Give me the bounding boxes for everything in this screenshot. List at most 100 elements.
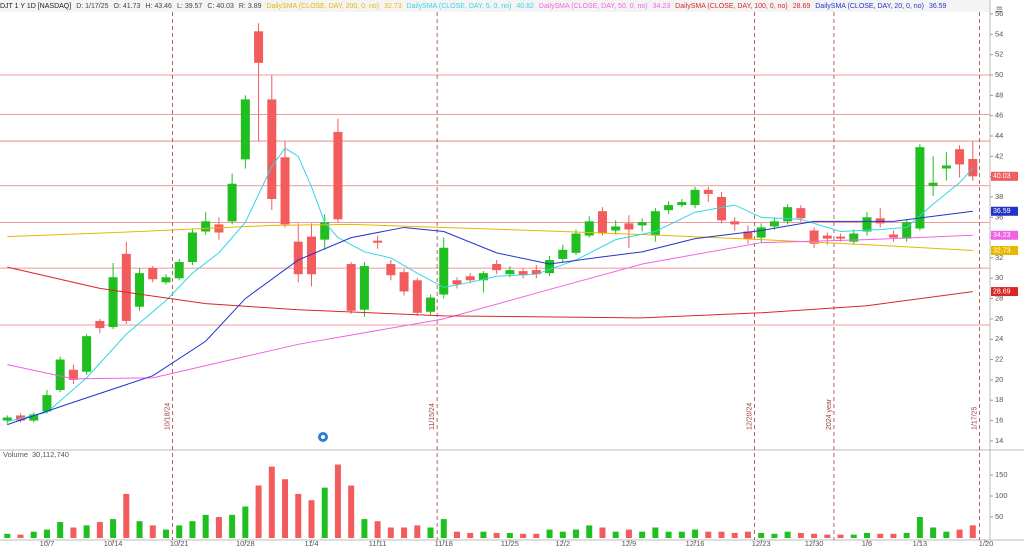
sma-line — [7, 147, 974, 423]
volume-bar — [189, 521, 196, 538]
x-tick-label: 11/11 — [369, 539, 387, 548]
x-tick-label: 11/18 — [435, 539, 453, 548]
price-tag-label: 36.59 — [993, 208, 1011, 215]
price-tag-label: 40.03 — [993, 173, 1011, 180]
volume-bar — [837, 534, 844, 538]
candle-body — [492, 264, 502, 271]
volume-bar — [176, 525, 183, 538]
candle-body — [531, 270, 541, 275]
volume-bar — [506, 532, 513, 538]
price-tag-label: 34.23 — [993, 232, 1011, 239]
volume-bar — [149, 525, 156, 538]
candle-body — [55, 359, 65, 391]
candle-body — [68, 369, 78, 380]
price-tag-label: 32.73 — [993, 247, 1011, 254]
x-tick-label: 12/16 — [686, 539, 705, 548]
study-value: 36.59 — [928, 2, 947, 10]
study-name: DailySMA (CLOSE, DAY, 5, 0, no) — [406, 2, 512, 10]
candle-body — [955, 149, 965, 165]
y-tick-label: 42 — [995, 151, 1003, 160]
quote-label: C: — [207, 2, 215, 10]
candle-body — [478, 273, 488, 281]
candle-body — [941, 165, 951, 169]
candle-body — [227, 183, 237, 222]
volume-bar — [295, 493, 302, 538]
candle-body — [214, 224, 224, 233]
candle-body — [902, 222, 912, 239]
x-tick-label: 12/23 — [752, 539, 771, 548]
y-tick-label: 16 — [995, 416, 1003, 425]
y-tick-label: 56 — [995, 9, 1003, 18]
quote-label: O: — [113, 2, 121, 10]
quote-value: 41.73 — [122, 2, 141, 10]
volume-bar — [943, 531, 950, 538]
x-tick-label: 10/21 — [170, 539, 189, 548]
candle-body — [584, 221, 594, 236]
candle-body — [783, 207, 793, 222]
volume-bar — [57, 522, 64, 538]
volume-bar — [96, 522, 103, 538]
volume-tick-label: 100 — [995, 491, 1008, 500]
y-tick-label: 54 — [995, 29, 1003, 38]
volume-bar — [811, 533, 818, 538]
quote-value: 40.03 — [216, 2, 234, 10]
volume-bar — [467, 532, 474, 538]
volume-bar — [758, 532, 765, 538]
volume-bar — [202, 514, 209, 538]
volume-bar — [718, 531, 725, 538]
sma-line — [7, 210, 973, 426]
candle-body — [597, 211, 607, 234]
volume-bar — [321, 487, 328, 538]
candle-body — [359, 266, 369, 310]
candle-body — [161, 277, 171, 283]
volume-bar — [797, 532, 804, 538]
candle-body — [187, 232, 197, 262]
volume-bar — [229, 514, 236, 538]
volume-bar — [652, 527, 659, 538]
symbol: DJT 1 Y 1D [NASDAQ] — [0, 2, 72, 10]
volume-bar — [890, 533, 897, 538]
x-tick-label: 12/9 — [622, 539, 637, 548]
y-tick-label: 22 — [995, 355, 1003, 364]
volume-bar — [308, 500, 315, 538]
candle-body — [386, 264, 396, 276]
candle-body — [399, 272, 409, 292]
quote-value: 43.46 — [154, 2, 172, 10]
candle-body — [650, 211, 660, 236]
study-value: 32.73 — [384, 2, 402, 10]
y-tick-label: 30 — [995, 273, 1003, 282]
y-tick-label: 50 — [995, 70, 1003, 79]
volume-bar — [70, 527, 77, 538]
volume-bar — [348, 485, 355, 538]
candle-body — [254, 31, 264, 63]
volume-bar — [162, 529, 169, 538]
candle-body — [717, 196, 727, 221]
x-tick-label: 10/28 — [236, 539, 255, 548]
candle-body — [333, 131, 343, 220]
candle-body — [690, 189, 700, 206]
candle-body — [888, 234, 898, 238]
candle-body — [320, 222, 330, 240]
volume-bar — [824, 534, 831, 538]
candle-body — [267, 99, 277, 199]
volume-tick-label: 50 — [995, 512, 1003, 521]
volume-bar — [625, 529, 632, 538]
candle-body — [174, 261, 184, 279]
volume-bar — [956, 529, 963, 538]
x-tick-label: 12/30 — [805, 539, 824, 548]
volume-bar — [83, 525, 90, 538]
candle-body — [135, 273, 145, 307]
volume-bar — [43, 529, 50, 538]
date-marker-label: 2024 year — [826, 398, 833, 430]
y-tick-label: 14 — [995, 436, 1003, 445]
volume-bar — [268, 466, 275, 538]
axis-icon: ☰ — [996, 5, 1003, 14]
price-tag — [991, 230, 1018, 240]
event-icon[interactable] — [318, 432, 328, 442]
volume-bar — [520, 533, 527, 538]
volume-bar — [784, 531, 791, 538]
volume-bar — [493, 532, 500, 538]
x-tick-label: 1/13 — [913, 539, 928, 548]
candle-body — [796, 208, 806, 219]
date-marker-label: 1/17/25 — [971, 407, 978, 430]
